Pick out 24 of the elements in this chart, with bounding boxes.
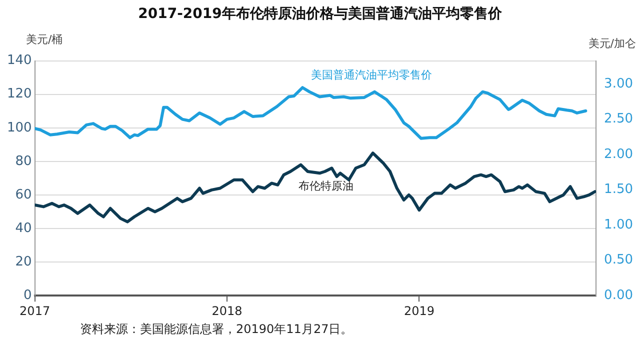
y2-axis-title: 美元/加仑	[588, 36, 636, 50]
y-tick-label: 20	[15, 254, 32, 270]
chart-title: 2017-2019年布伦特原油价格与美国普通汽油平均零售价	[138, 5, 503, 22]
y-tick-label: 0	[24, 288, 32, 303]
x-tick-label: 2017	[20, 304, 50, 318]
y-tick-label: 80	[15, 154, 32, 169]
y-axis-title: 美元/桶	[26, 32, 63, 46]
y-tick-label: 60	[15, 187, 32, 202]
x-tick-label: 2019	[404, 304, 434, 318]
y2-tick-label: 1.00	[604, 217, 634, 232]
text: 资料来源：美国能源信息署，20190年11月27日。	[80, 322, 353, 336]
y-tick-label: 40	[15, 220, 32, 236]
series-label: 美国普通汽油平均零售价	[311, 68, 432, 82]
y2-tick-label: 2.00	[604, 146, 634, 162]
y2-tick-label: 1.50	[604, 182, 634, 198]
y2-tick-label: 3.00	[604, 76, 634, 92]
y-tick-label: 120	[6, 86, 32, 102]
y2-tick-label: 0.00	[604, 288, 634, 303]
y2-tick-label: 0.50	[604, 252, 634, 268]
series-label: 布伦特原油	[298, 180, 354, 193]
y2-tick-label: 2.50	[604, 112, 634, 127]
y-tick-label: 100	[6, 120, 32, 136]
x-tick-label: 2018	[212, 304, 242, 318]
y-tick-label: 140	[6, 53, 32, 68]
